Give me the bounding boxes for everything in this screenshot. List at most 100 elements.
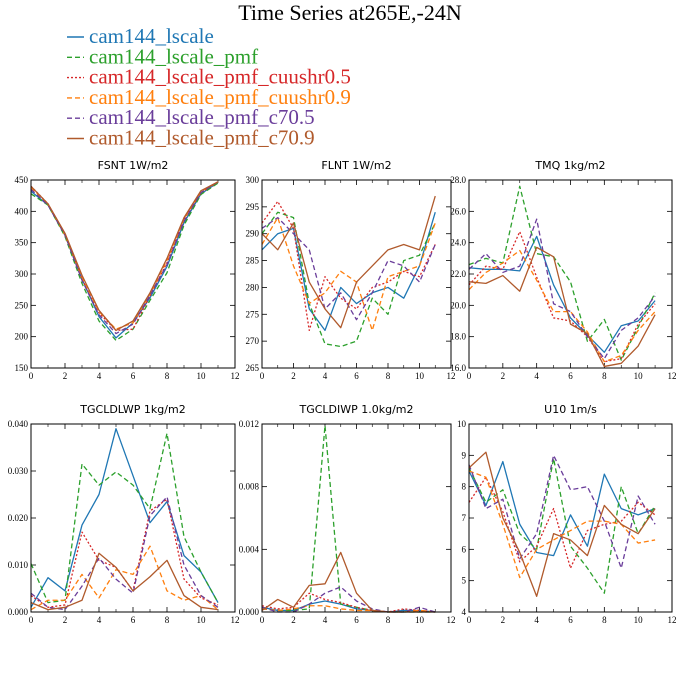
series-line-cam144-lscale-pmf-c70-5 bbox=[468, 218, 656, 360]
y-tick-label: 20.0 bbox=[450, 300, 466, 310]
y-tick-label: 4 bbox=[462, 607, 467, 617]
x-tick-label: 8 bbox=[386, 371, 391, 381]
x-tick-label: 8 bbox=[165, 615, 170, 625]
series-line-cam144-lscale-pmf-c70-5 bbox=[30, 181, 219, 335]
x-tick-label: 10 bbox=[634, 371, 644, 381]
series-line-cam144-lscale-pmf-c70-5 bbox=[30, 496, 219, 611]
panel-tgcldlwp: TGCLDLWP 1kg/m2 0 2 4 6 8 10 12 0.000 0.010 0.020 0… bbox=[8, 403, 240, 625]
legend-label-0: cam144_lscale bbox=[89, 24, 214, 48]
y-tick-label: 24.0 bbox=[450, 238, 466, 248]
legend-label-4: cam144_lscale_pmf_c70.5 bbox=[89, 105, 315, 129]
series-line-cam144-lscale-pmf-c70-9 bbox=[30, 552, 219, 611]
series-line-cam144-lscale-pmf-c70-9 bbox=[261, 551, 436, 613]
panel-u10: U10 1m/s 0 2 4 6 8 10 12 4 5 6 7 8 9 10 bbox=[457, 403, 677, 625]
series-line-cam144-lscale-pmf-cuushr0-5 bbox=[30, 498, 219, 608]
legend-label-2: cam144_lscale_pmf_cuushr0.5 bbox=[89, 65, 351, 89]
series-line-cam144-lscale-pmf-cuushr0-5 bbox=[468, 476, 656, 569]
y-tick-label: 280 bbox=[246, 282, 260, 292]
legend: cam144_lscalecam144_lscale_pmfcam144_lsc… bbox=[67, 24, 351, 150]
x-tick-label: 4 bbox=[323, 615, 328, 625]
series-line-cam144-lscale-pmf-c70-5 bbox=[468, 454, 656, 569]
legend-label-5: cam144_lscale_pmf_c70.9 bbox=[89, 126, 315, 150]
x-tick-label: 2 bbox=[501, 371, 506, 381]
y-tick-label: 16.0 bbox=[450, 363, 466, 373]
y-tick-label: 7 bbox=[462, 513, 467, 523]
x-tick-label: 2 bbox=[501, 615, 506, 625]
chart-title: Time Series at265E,-24N bbox=[238, 0, 462, 25]
panel-title: TGCLDLWP 1kg/m2 bbox=[79, 403, 185, 416]
series-line-cam144-lscale bbox=[261, 212, 436, 332]
x-tick-label: 6 bbox=[354, 615, 359, 625]
x-tick-label: 8 bbox=[602, 371, 607, 381]
x-tick-label: 12 bbox=[447, 615, 456, 625]
x-tick-label: 4 bbox=[534, 371, 539, 381]
legend-label-3: cam144_lscale_pmf_cuushr0.9 bbox=[89, 85, 351, 109]
y-tick-label: 6 bbox=[462, 544, 467, 554]
panel-title: FSNT 1W/m2 bbox=[98, 159, 169, 172]
series-line-cam144-lscale-pmf-c70-9 bbox=[30, 181, 219, 332]
x-tick-label: 6 bbox=[354, 371, 359, 381]
y-tick-label: 275 bbox=[246, 309, 260, 319]
y-tick-label: 26.0 bbox=[450, 206, 466, 216]
series-line-cam144-lscale-pmf bbox=[30, 182, 219, 342]
y-tick-label: 250 bbox=[15, 300, 29, 310]
y-tick-label: 285 bbox=[246, 256, 260, 266]
series-line-cam144-lscale-pmf-cuushr0-5 bbox=[261, 200, 436, 332]
y-tick-label: 350 bbox=[15, 238, 29, 248]
x-tick-label: 10 bbox=[634, 615, 644, 625]
x-tick-label: 8 bbox=[602, 615, 607, 625]
y-tick-label: 28.0 bbox=[450, 175, 466, 185]
panel-flnt: FLNT 1W/m2 0 2 4 6 8 10 12 265 270 275 280 285 290 295… bbox=[246, 159, 456, 381]
x-tick-label: 4 bbox=[534, 615, 539, 625]
series-line-cam144-lscale-pmf-cuushr0-5 bbox=[30, 181, 219, 332]
series-line-cam144-lscale-pmf bbox=[468, 185, 656, 361]
plot-frame bbox=[30, 179, 236, 369]
x-tick-label: 0 bbox=[260, 371, 265, 381]
x-tick-label: 12 bbox=[231, 615, 240, 625]
x-tick-label: 0 bbox=[29, 371, 34, 381]
x-tick-label: 0 bbox=[467, 371, 472, 381]
series-line-cam144-lscale-pmf-cuushr0-9 bbox=[30, 181, 219, 330]
y-tick-label: 150 bbox=[15, 363, 29, 373]
panel-tgcldiwp: TGCLDIWP 1.0kg/m2 0 2 4 6 8 10 12 0.000 0.004 0.00… bbox=[239, 403, 456, 625]
y-tick-label: 300 bbox=[246, 175, 260, 185]
y-tick-label: 0.012 bbox=[239, 419, 259, 429]
series-line-cam144-lscale-pmf-cuushr0-9 bbox=[30, 545, 219, 611]
plot-frame bbox=[261, 179, 452, 369]
y-tick-label: 22.0 bbox=[450, 269, 466, 279]
x-tick-label: 12 bbox=[447, 371, 456, 381]
series-line-cam144-lscale-pmf-c70-9 bbox=[468, 246, 656, 368]
series-line-cam144-lscale-pmf bbox=[468, 457, 656, 594]
series-line-cam144-lscale-pmf bbox=[261, 424, 436, 613]
y-tick-label: 5 bbox=[462, 576, 467, 586]
x-tick-label: 0 bbox=[260, 615, 265, 625]
y-tick-label: 8 bbox=[462, 482, 467, 492]
series-line-cam144-lscale bbox=[30, 428, 219, 608]
x-tick-label: 10 bbox=[197, 371, 207, 381]
series-line-cam144-lscale-pmf-c70-9 bbox=[261, 195, 436, 329]
x-tick-label: 2 bbox=[63, 615, 68, 625]
series-line-cam144-lscale-pmf-cuushr0-5 bbox=[468, 231, 656, 363]
y-tick-label: 400 bbox=[15, 206, 29, 216]
x-tick-label: 8 bbox=[165, 371, 170, 381]
y-tick-label: 265 bbox=[246, 363, 260, 373]
panel-tmq: TMQ 1kg/m20 2 4 6 8 10 1216.018.020.022.024.02… bbox=[450, 159, 676, 381]
x-tick-label: 6 bbox=[131, 371, 136, 381]
x-tick-label: 8 bbox=[386, 615, 391, 625]
panel-title: U10 1m/s bbox=[544, 403, 597, 416]
x-tick-label: 6 bbox=[131, 615, 136, 625]
x-tick-label: 2 bbox=[291, 371, 296, 381]
y-tick-label: 9 bbox=[462, 450, 467, 460]
x-tick-label: 12 bbox=[668, 371, 677, 381]
x-tick-label: 6 bbox=[568, 371, 573, 381]
x-tick-label: 12 bbox=[231, 371, 240, 381]
x-tick-label: 4 bbox=[97, 371, 102, 381]
plot-frame bbox=[30, 423, 236, 613]
series-line-cam144-lscale-pmf-cuushr0-5 bbox=[261, 592, 436, 613]
series-line-cam144-lscale bbox=[468, 235, 656, 353]
y-tick-label: 450 bbox=[15, 175, 29, 185]
y-tick-label: 0.020 bbox=[8, 513, 29, 523]
x-tick-label: 4 bbox=[97, 615, 102, 625]
y-tick-label: 300 bbox=[15, 269, 29, 279]
panel-title: TGCLDIWP 1.0kg/m2 bbox=[298, 403, 413, 416]
